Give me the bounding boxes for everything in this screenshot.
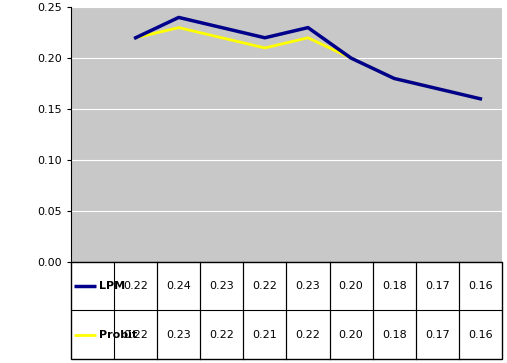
Text: 0.16: 0.16 [468, 281, 493, 291]
Text: 0.16: 0.16 [468, 330, 493, 340]
Text: 0.18: 0.18 [382, 330, 407, 340]
Text: 0.20: 0.20 [339, 281, 364, 291]
Text: 0.20: 0.20 [339, 330, 364, 340]
Text: 0.24: 0.24 [166, 281, 191, 291]
Text: 0.22: 0.22 [123, 281, 148, 291]
Text: 0.22: 0.22 [252, 281, 277, 291]
Text: 0.21: 0.21 [252, 330, 277, 340]
Text: 0.18: 0.18 [382, 281, 407, 291]
Text: 0.22: 0.22 [209, 330, 234, 340]
Text: 0.23: 0.23 [296, 281, 320, 291]
Text: LPM: LPM [99, 281, 125, 291]
Text: 0.22: 0.22 [123, 330, 148, 340]
Text: 0.17: 0.17 [425, 281, 450, 291]
Text: 0.23: 0.23 [166, 330, 191, 340]
Text: 0.23: 0.23 [209, 281, 234, 291]
Text: Probit: Probit [99, 330, 137, 340]
Text: 0.22: 0.22 [296, 330, 320, 340]
Text: 0.17: 0.17 [425, 330, 450, 340]
